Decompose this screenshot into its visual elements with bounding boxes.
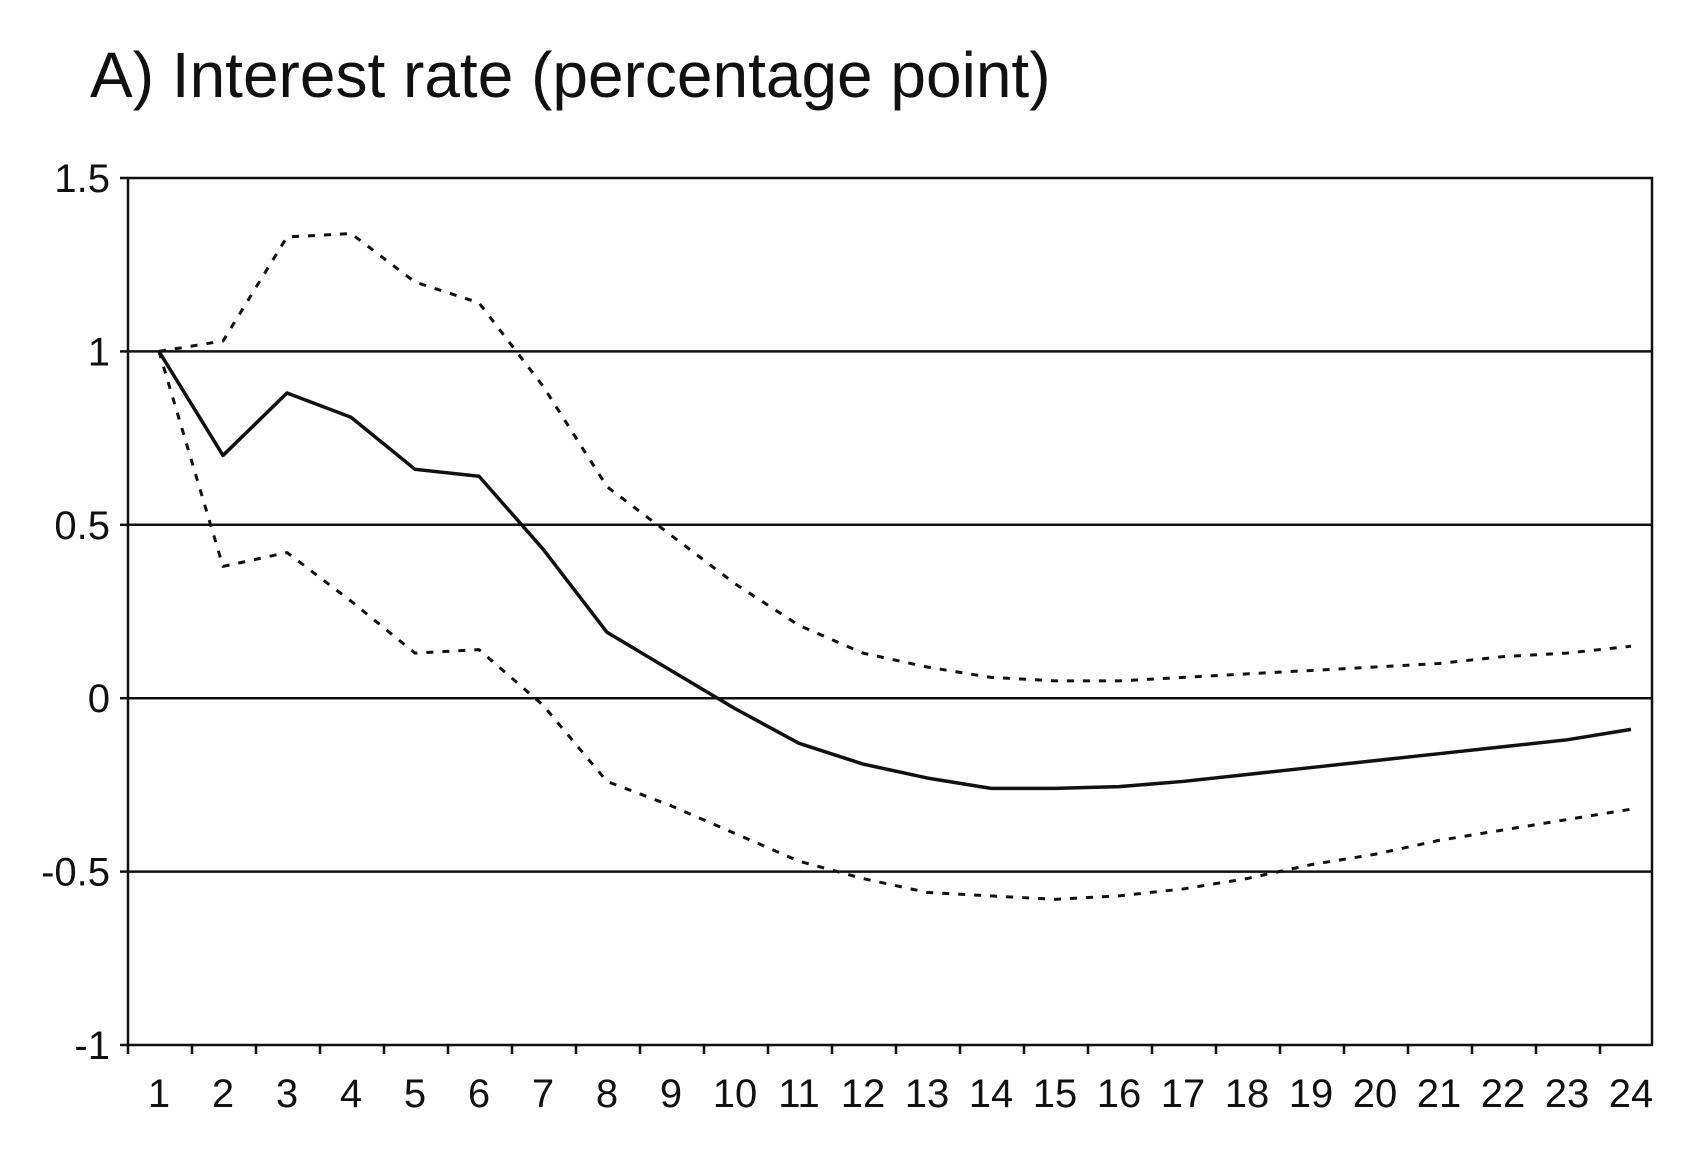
y-tick-label: 0.5 (54, 504, 110, 548)
y-tick-label: 1.5 (54, 157, 110, 201)
x-tick-label: 13 (905, 1072, 950, 1116)
x-tick-label: 18 (1225, 1072, 1270, 1116)
series-line-confidence-band-1 (158, 231, 1632, 683)
y-tick-label: -1 (74, 1024, 110, 1068)
gridlines (128, 350, 1652, 873)
x-tick-label: 8 (596, 1072, 618, 1116)
x-tick-label: 23 (1545, 1072, 1590, 1116)
x-tick-label: 11 (778, 1072, 820, 1116)
x-tick-label: 1 (148, 1072, 170, 1116)
series-lines (157, 231, 1632, 901)
x-tick-label: 10 (713, 1072, 758, 1116)
x-tick-label: 15 (1033, 1072, 1078, 1116)
x-tick-label: 22 (1481, 1072, 1526, 1116)
x-tick-label: 21 (1417, 1072, 1462, 1116)
x-tick-label: 20 (1353, 1072, 1398, 1116)
y-tick-label: 1 (88, 330, 110, 374)
x-tick-label: 7 (532, 1072, 554, 1116)
x-tick-label: 14 (969, 1072, 1014, 1116)
x-tick-label: 6 (468, 1072, 490, 1116)
y-tick-label: 0 (88, 677, 110, 721)
x-axis-tick-labels: 1 2 3 4 5 6 7 8 9 10 11 12 13 14 15 16 17 18 19 20 21 22 23 24 (148, 1072, 1653, 1116)
x-tick-label: 3 (276, 1072, 298, 1116)
x-tick-label: 19 (1289, 1072, 1334, 1116)
series-line-estimate (157, 350, 1632, 791)
x-tick-label: 16 (1097, 1072, 1142, 1116)
x-tick-label: 9 (660, 1072, 682, 1116)
axes (120, 176, 1654, 1054)
x-tick-label: 4 (340, 1072, 362, 1116)
chart-title: A) Interest rate (percentage point) (90, 39, 1051, 111)
series-line-confidence-band-2 (157, 350, 1632, 901)
x-tick-label: 5 (404, 1072, 426, 1116)
y-tick-label: -0.5 (41, 851, 110, 895)
x-tick-label: 24 (1609, 1072, 1654, 1116)
y-axis-tick-labels: 1.5 1 0.5 0 -0.5 -1 (41, 157, 110, 1068)
x-tick-label: 2 (212, 1072, 234, 1116)
x-tick-label: 17 (1161, 1072, 1206, 1116)
plot-frame (126, 176, 1654, 1047)
x-tick-label: 12 (841, 1072, 886, 1116)
